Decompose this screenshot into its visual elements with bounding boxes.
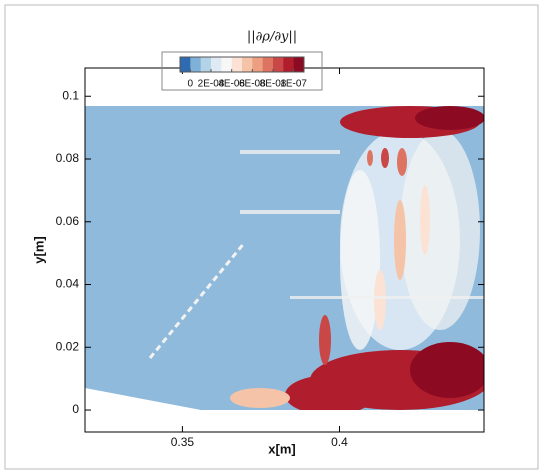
colorbar-tick-label: 6E-08 — [239, 79, 266, 90]
x-tick-label: 0.35 — [171, 435, 195, 449]
chart-title: ||∂ρ/∂y|| — [247, 30, 297, 45]
colorbar-tick-label: 4E-08 — [218, 79, 245, 90]
y-tick-label: 0.04 — [56, 277, 80, 291]
colorbar-swatch — [211, 57, 222, 72]
colorbar-tick-label: 2E-08 — [198, 79, 225, 90]
contour-field — [85, 106, 484, 410]
colorbar-swatch — [273, 57, 284, 72]
colorbar-swatch — [200, 57, 212, 72]
colorbar-swatch — [252, 57, 264, 72]
colorbar-swatch — [190, 57, 202, 72]
x-axis-label: x[m] — [268, 441, 295, 456]
colorbar-border — [179, 56, 305, 73]
colorbar-tick-label: 1E-07 — [280, 79, 307, 90]
colorbar-swatch — [180, 57, 191, 72]
colorbar-swatch — [283, 57, 295, 72]
x-tick-label: 0.4 — [331, 435, 348, 449]
y-axis-label: y[m] — [31, 236, 46, 263]
y-tick-label: 0.08 — [56, 151, 80, 165]
colorbar-tick-label: 8E-08 — [260, 79, 287, 90]
y-tick-label: 0.06 — [56, 214, 80, 228]
colorbar-tick-label: 0 — [188, 79, 194, 90]
colorbar-swatch — [231, 57, 243, 72]
colorbar-swatch — [221, 57, 233, 72]
contour-regions — [148, 106, 484, 410]
colorbar-swatch — [293, 57, 305, 72]
legend-box — [161, 51, 323, 91]
colorbar-swatch — [242, 57, 253, 72]
y-tick-label: 0.02 — [56, 339, 80, 353]
colorbar-swatch — [262, 57, 274, 72]
y-tick-label: 0.1 — [62, 88, 79, 102]
y-tick-label: 0 — [72, 402, 79, 416]
